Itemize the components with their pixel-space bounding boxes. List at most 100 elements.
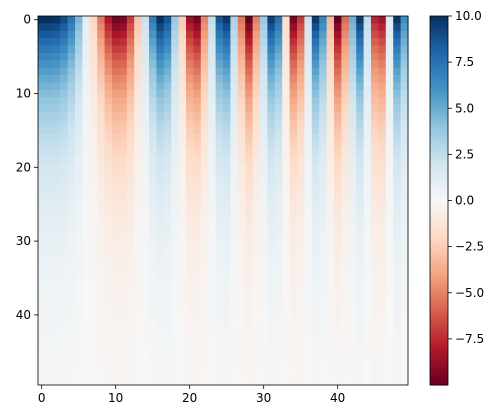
heatmap-cell bbox=[237, 318, 246, 327]
colorbar-segment bbox=[430, 92, 448, 97]
heatmap-cell bbox=[60, 30, 69, 39]
heatmap-cell bbox=[193, 30, 202, 39]
heatmap-cell bbox=[371, 16, 379, 24]
heatmap-cell bbox=[82, 97, 91, 106]
heatmap-cell bbox=[67, 237, 76, 246]
heatmap-cell bbox=[149, 16, 157, 24]
heatmap-cell bbox=[348, 16, 357, 24]
heatmap-cell bbox=[208, 370, 217, 379]
heatmap-cell bbox=[208, 23, 217, 32]
heatmap-cell bbox=[89, 75, 98, 84]
heatmap-cell bbox=[223, 333, 231, 342]
heatmap-cell bbox=[60, 16, 69, 24]
heatmap-cell bbox=[400, 200, 409, 209]
heatmap-cell bbox=[104, 156, 113, 165]
heatmap-cell bbox=[245, 89, 254, 98]
heatmap-cell bbox=[252, 274, 261, 283]
heatmap-cell bbox=[245, 252, 254, 261]
heatmap-cell bbox=[304, 193, 313, 202]
heatmap-cell bbox=[400, 104, 409, 113]
heatmap-cell bbox=[178, 200, 187, 209]
heatmap-cell bbox=[38, 170, 46, 179]
heatmap-cell bbox=[378, 200, 387, 209]
heatmap-cell bbox=[45, 156, 54, 165]
heatmap-cell bbox=[89, 38, 98, 47]
heatmap-cell bbox=[289, 89, 298, 98]
heatmap-cell bbox=[334, 67, 342, 76]
heatmap-cell bbox=[104, 141, 113, 150]
heatmap-cell bbox=[67, 75, 76, 84]
heatmap-cell bbox=[178, 89, 187, 98]
heatmap-cell bbox=[215, 60, 224, 69]
heatmap-cell bbox=[341, 134, 350, 143]
colorbar-segment bbox=[430, 252, 448, 257]
heatmap-cell bbox=[385, 362, 394, 371]
heatmap-cell bbox=[289, 178, 298, 187]
heatmap-cell bbox=[371, 141, 379, 150]
heatmap-cell bbox=[311, 348, 320, 357]
heatmap-cell bbox=[304, 52, 313, 61]
heatmap-cell bbox=[341, 355, 350, 364]
heatmap-cell bbox=[119, 237, 128, 246]
heatmap-cell bbox=[38, 185, 46, 194]
heatmap-cell bbox=[237, 97, 246, 106]
heatmap-cell bbox=[282, 377, 291, 386]
heatmap-cell bbox=[393, 126, 402, 135]
heatmap-cell bbox=[371, 252, 379, 261]
heatmap-cell bbox=[38, 289, 46, 298]
heatmap-cell bbox=[97, 222, 106, 231]
heatmap-cell bbox=[267, 126, 276, 135]
heatmap-cell bbox=[193, 362, 202, 371]
heatmap-cell bbox=[371, 215, 379, 224]
heatmap-cell bbox=[60, 377, 69, 386]
heatmap-cell bbox=[274, 215, 283, 224]
heatmap-cell bbox=[67, 259, 76, 268]
heatmap-cell bbox=[75, 104, 83, 113]
heatmap-cell bbox=[38, 178, 46, 187]
heatmap-cell bbox=[200, 370, 209, 379]
heatmap-cell bbox=[230, 89, 239, 98]
heatmap-cell bbox=[193, 222, 202, 231]
heatmap-cell bbox=[112, 274, 120, 283]
heatmap-cell bbox=[223, 362, 231, 371]
heatmap-cell bbox=[326, 163, 335, 172]
heatmap-cell bbox=[112, 163, 120, 172]
x-axis: 0 10 20 30 40 bbox=[38, 385, 345, 405]
heatmap-cell bbox=[252, 289, 261, 298]
heatmap-cell bbox=[356, 325, 365, 334]
heatmap-cell bbox=[89, 126, 98, 135]
heatmap-cell bbox=[186, 141, 194, 150]
heatmap-cell bbox=[282, 311, 291, 320]
heatmap-cell bbox=[260, 163, 268, 172]
heatmap-cell bbox=[267, 75, 276, 84]
colorbar-segment bbox=[430, 255, 448, 260]
heatmap-cell bbox=[341, 30, 350, 39]
heatmap-cell bbox=[186, 170, 194, 179]
heatmap-cell bbox=[245, 281, 254, 290]
heatmap-cell bbox=[237, 134, 246, 143]
heatmap-cell bbox=[38, 296, 46, 305]
heatmap-cell bbox=[52, 45, 61, 54]
heatmap-cell bbox=[341, 111, 350, 120]
heatmap-cell bbox=[112, 141, 120, 150]
heatmap-cell bbox=[223, 163, 231, 172]
heatmap-cell bbox=[186, 252, 194, 261]
heatmap-cell bbox=[38, 244, 46, 253]
heatmap-cell bbox=[45, 126, 54, 135]
heatmap-cell bbox=[371, 355, 379, 364]
heatmap-cell bbox=[400, 75, 409, 84]
heatmap-cell bbox=[193, 244, 202, 253]
heatmap-cell bbox=[163, 318, 172, 327]
heatmap-cell bbox=[237, 355, 246, 364]
heatmap-cell bbox=[348, 185, 357, 194]
heatmap-cell bbox=[75, 230, 83, 238]
heatmap-cell bbox=[267, 311, 276, 320]
heatmap-cell bbox=[393, 244, 402, 253]
heatmap-cell bbox=[104, 23, 113, 32]
heatmap-cell bbox=[119, 170, 128, 179]
heatmap-cell bbox=[126, 178, 135, 187]
heatmap-cell bbox=[82, 185, 91, 194]
heatmap-cell bbox=[126, 193, 135, 202]
colorbar-segment bbox=[430, 372, 448, 377]
heatmap-cell bbox=[223, 230, 231, 238]
